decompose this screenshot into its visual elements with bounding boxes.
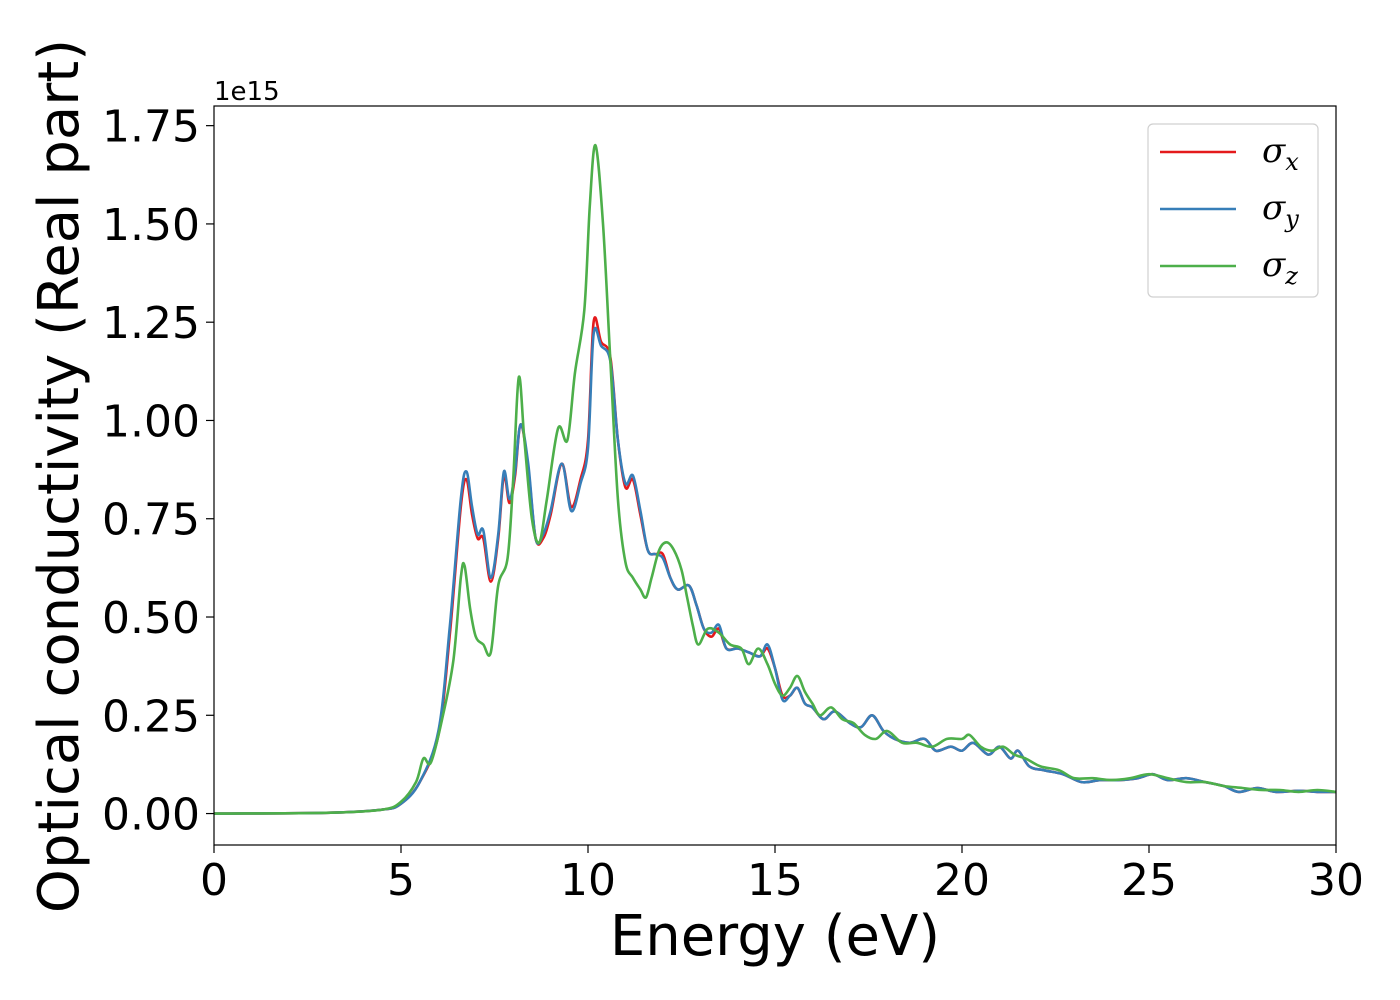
x-tick-label: 10 xyxy=(560,855,616,906)
x-tick-label: 15 xyxy=(747,855,803,906)
legend-label: σy xyxy=(1262,188,1299,233)
y-tick-label: 1.00 xyxy=(102,396,200,447)
y-tick-label: 1.25 xyxy=(102,298,200,349)
y-tick-label: 0.00 xyxy=(102,790,200,841)
offset-label: 1e15 xyxy=(214,77,280,107)
plot-area xyxy=(213,143,1337,815)
series-line-x xyxy=(213,316,1337,815)
y-axis: 0.00 0.25 0.50 0.75 1.00 1.25 1.50 1.75 xyxy=(102,102,214,841)
legend-subscript: z xyxy=(1284,262,1298,290)
y-tick-label: 0.25 xyxy=(102,691,200,742)
x-tick-label: 20 xyxy=(934,855,990,906)
legend-subscript: y xyxy=(1284,205,1299,233)
x-tick-label: 30 xyxy=(1308,855,1364,906)
y-tick-label: 0.75 xyxy=(102,495,200,546)
x-tick-label: 5 xyxy=(387,855,415,906)
legend-label: σx xyxy=(1262,131,1299,176)
legend-label: σz xyxy=(1262,245,1298,290)
x-axis: 0 5 10 15 20 25 30 xyxy=(200,845,1364,906)
x-tick-label: 25 xyxy=(1121,855,1177,906)
plot-frame xyxy=(213,105,1337,846)
y-tick-label: 0.50 xyxy=(102,593,200,644)
legend-symbol: σ xyxy=(1262,245,1286,285)
y-tick-label: 1.50 xyxy=(102,200,200,251)
legend-symbol: σ xyxy=(1262,188,1286,228)
series-line-y xyxy=(213,326,1337,815)
legend-box xyxy=(1147,123,1319,298)
legend-symbol: σ xyxy=(1262,131,1286,171)
x-axis-title: Energy (eV) xyxy=(610,904,940,969)
y-tick-label: 1.75 xyxy=(102,102,200,153)
x-tick-label: 0 xyxy=(200,855,228,906)
series-line-z xyxy=(213,143,1337,815)
y-axis-title: Optical conductivity (Real part) xyxy=(27,39,92,913)
legend-subscript: x xyxy=(1285,148,1299,176)
